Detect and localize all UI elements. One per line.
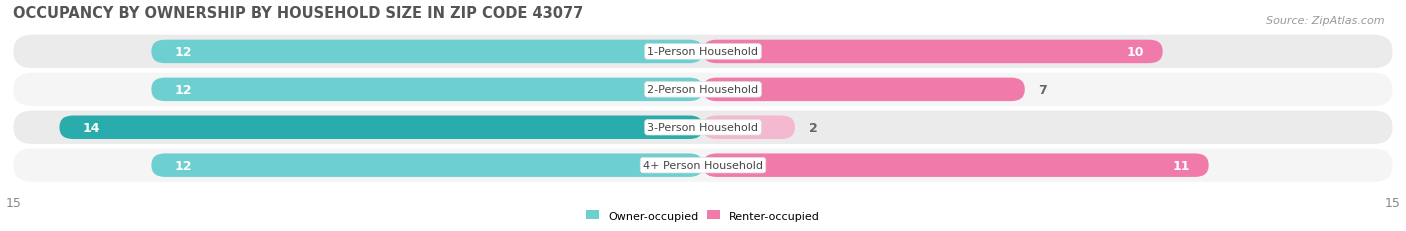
Text: 11: 11 [1173,159,1191,172]
Text: 2: 2 [808,121,817,134]
FancyBboxPatch shape [14,111,1392,144]
FancyBboxPatch shape [152,40,703,64]
Text: 1-Person Household: 1-Person Household [648,47,758,57]
Text: 3-Person Household: 3-Person Household [648,123,758,133]
Text: 14: 14 [83,121,100,134]
Text: 4+ Person Household: 4+ Person Household [643,161,763,170]
FancyBboxPatch shape [703,40,1163,64]
Text: 12: 12 [174,83,191,96]
FancyBboxPatch shape [703,116,794,139]
FancyBboxPatch shape [703,154,1209,177]
FancyBboxPatch shape [152,154,703,177]
FancyBboxPatch shape [703,78,1025,102]
Text: OCCUPANCY BY OWNERSHIP BY HOUSEHOLD SIZE IN ZIP CODE 43077: OCCUPANCY BY OWNERSHIP BY HOUSEHOLD SIZE… [14,6,583,21]
FancyBboxPatch shape [14,73,1392,106]
Text: 12: 12 [174,159,191,172]
FancyBboxPatch shape [152,78,703,102]
Text: 10: 10 [1126,46,1144,59]
Legend: Owner-occupied, Renter-occupied: Owner-occupied, Renter-occupied [583,208,823,223]
FancyBboxPatch shape [59,116,703,139]
Text: Source: ZipAtlas.com: Source: ZipAtlas.com [1267,16,1385,26]
FancyBboxPatch shape [14,149,1392,182]
Text: 12: 12 [174,46,191,59]
Text: 2-Person Household: 2-Person Household [647,85,759,95]
Text: 7: 7 [1039,83,1047,96]
FancyBboxPatch shape [14,36,1392,69]
